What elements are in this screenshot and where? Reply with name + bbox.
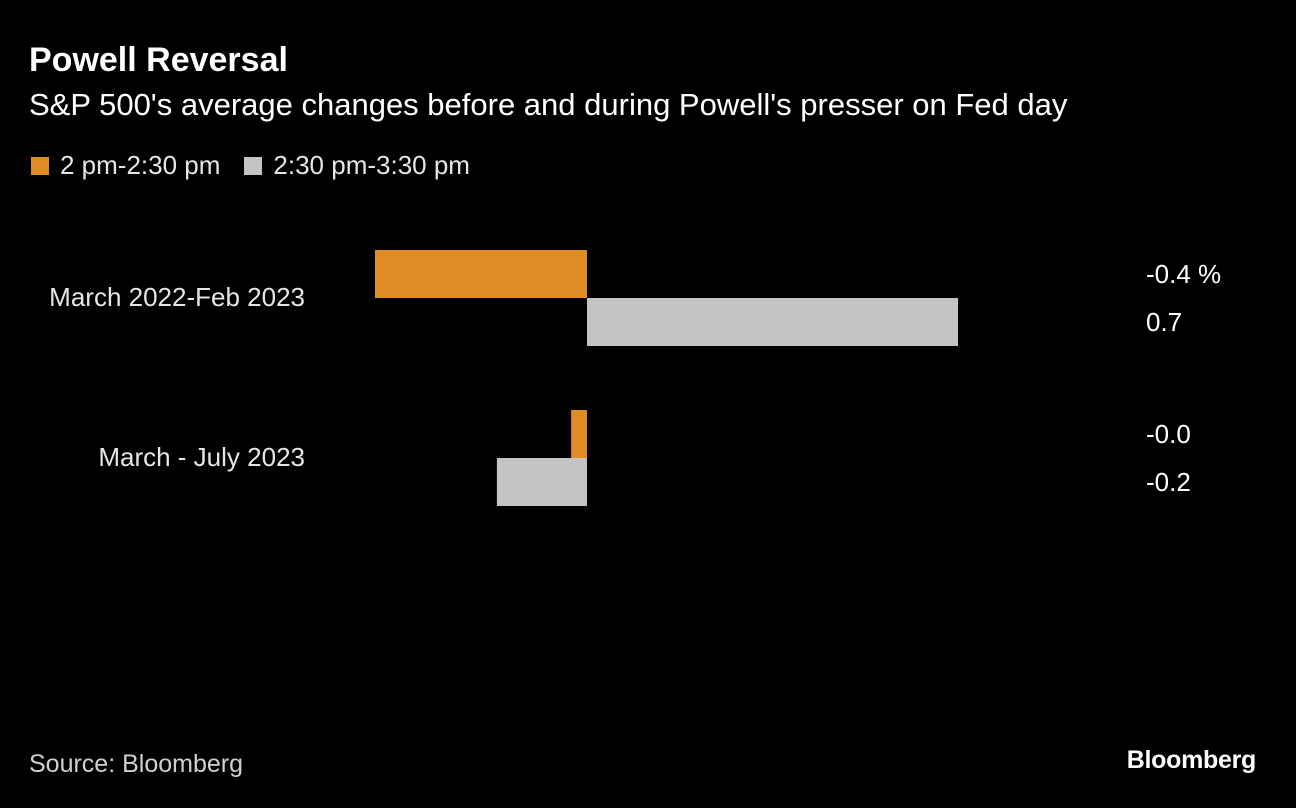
legend-label-series-b: 2:30 pm-3:30 pm xyxy=(273,150,470,180)
bar-series-a xyxy=(571,410,587,458)
bar-series-b xyxy=(587,298,958,346)
data-label: -0.2 xyxy=(1146,467,1191,497)
chart-subtitle: S&P 500's average changes before and dur… xyxy=(29,87,1068,122)
category-label: March - July 2023 xyxy=(98,442,305,472)
category-label: March 2022-Feb 2023 xyxy=(49,282,305,312)
legend: 2 pm-2:30 pm 2:30 pm-3:30 pm xyxy=(31,150,494,181)
legend-swatch-series-b xyxy=(244,156,263,175)
data-label: -0.4 % xyxy=(1146,259,1221,289)
legend-item-series-a: 2 pm-2:30 pm xyxy=(31,150,220,181)
bar-series-b xyxy=(496,458,587,506)
legend-label-series-a: 2 pm-2:30 pm xyxy=(60,150,221,180)
data-label: 0.7 xyxy=(1146,307,1182,337)
bar-series-a xyxy=(375,250,587,298)
chart-title: Powell Reversal xyxy=(29,41,288,79)
legend-swatch-series-a xyxy=(31,156,49,175)
source-note: Source: Bloomberg xyxy=(29,750,244,778)
data-label: -0.0 xyxy=(1146,419,1191,449)
legend-item-series-b: 2:30 pm-3:30 pm xyxy=(244,150,470,181)
bloomberg-logo: Bloomberg xyxy=(1126,746,1257,774)
